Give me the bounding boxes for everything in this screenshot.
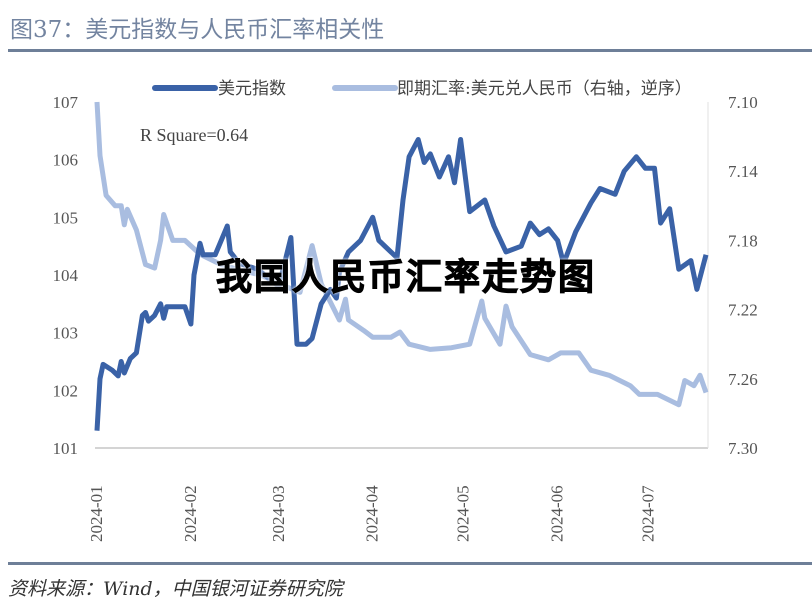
y-left-tick-label: 107: [53, 93, 79, 112]
y-right-tick-label: 7.22: [728, 301, 758, 320]
y-left-tick-label: 101: [53, 439, 79, 458]
y-right-tick-label: 7.14: [728, 162, 758, 181]
watermark-text: 我国人民币汇率走势图: [215, 257, 596, 299]
title-rule: [8, 49, 812, 52]
y-right-tick-label: 7.30: [728, 439, 758, 458]
y-right-tick-label: 7.18: [728, 231, 758, 250]
y-left-tick-label: 105: [53, 208, 79, 227]
r-square-annotation: R Square=0.64: [140, 125, 248, 145]
y-right-tick-label: 7.26: [728, 370, 758, 389]
x-tick-label: 2024-02: [181, 485, 200, 542]
source-note: 资料来源：Wind，中国银河证券研究院: [8, 578, 343, 600]
plot-frame: [95, 102, 709, 449]
y-left-tick-label: 103: [53, 324, 79, 343]
legend-label-usdcny: 即期汇率:美元兑人民币（右轴，逆序）: [397, 79, 692, 99]
y-right-tick-label: 7.10: [728, 93, 758, 112]
x-tick-label: 2024-06: [548, 485, 567, 542]
y-left-tick-label: 102: [53, 381, 79, 400]
x-tick-label: 2024-01: [87, 485, 106, 542]
source-rule: [8, 562, 812, 565]
legend: 美元指数 即期汇率:美元兑人民币（右轴，逆序）: [152, 79, 692, 99]
y-left-tick-label: 106: [53, 151, 79, 170]
x-tick-label: 2024-07: [638, 485, 657, 542]
dxy-series-line: [94, 137, 709, 431]
chart-title: 图37：美元指数与人民币汇率相关性: [10, 17, 385, 43]
x-tick-label: 2024-04: [363, 485, 382, 542]
y-left-tick-label: 104: [53, 266, 79, 285]
x-tick-label: 2024-05: [454, 485, 473, 542]
x-tick-label: 2024-03: [269, 485, 288, 542]
legend-label-dxy: 美元指数: [218, 79, 286, 99]
usdcny-series-line: [94, 101, 709, 408]
